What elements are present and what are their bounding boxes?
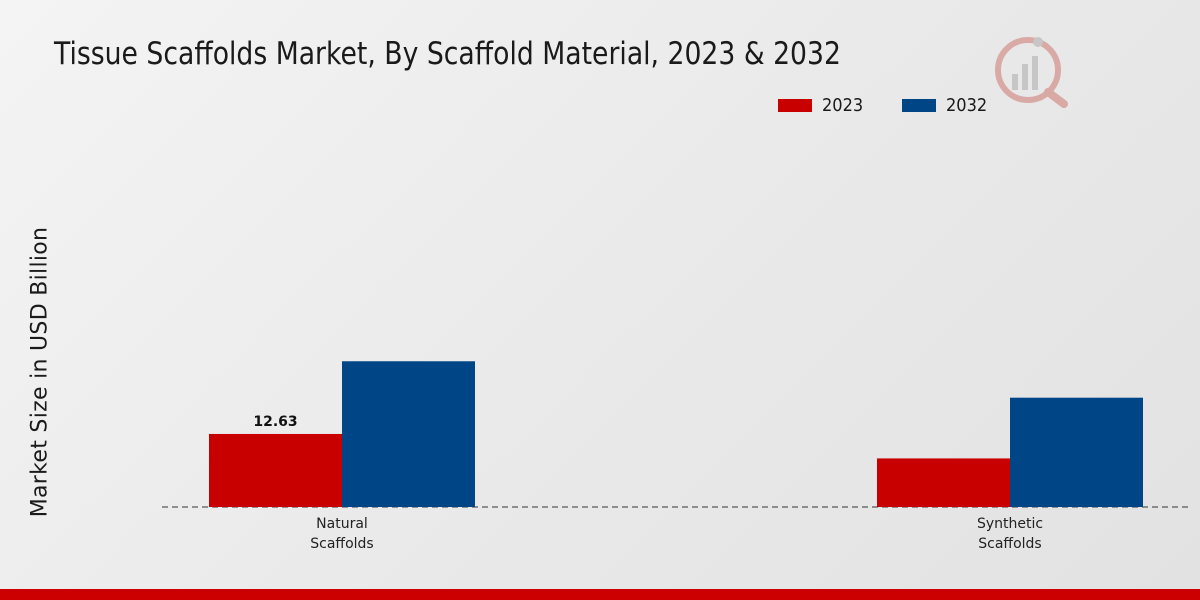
watermark-logo-icon	[995, 37, 1068, 108]
bar-2032-natural	[342, 361, 475, 507]
x-tick-label-natural-0: Natural	[316, 516, 368, 532]
bars-group	[209, 361, 1143, 507]
legend-swatch-2023	[778, 99, 812, 112]
data-label-2023-natural: 12.63	[253, 414, 297, 430]
bar-2032-synthetic	[1010, 397, 1143, 507]
legend-item-2023: 2023	[778, 95, 868, 116]
legend-label-2032: 2032	[945, 95, 988, 116]
bar-2023-synthetic	[877, 458, 1010, 507]
x-tick-label-synthetic-0: Synthetic	[977, 516, 1043, 532]
chart-title: Tissue Scaffolds Market, By Scaffold Mat…	[54, 36, 841, 72]
legend-label-2023: 2023	[822, 95, 864, 116]
x-tick-label-natural-1: Scaffolds	[310, 536, 373, 552]
bar-2023-natural	[209, 433, 342, 507]
legend: 2023 2032	[778, 95, 1026, 116]
labels-group: 12.63 Natural Scaffolds Synthetic Scaffolds	[253, 414, 1043, 552]
x-tick-label-synthetic-1: Scaffolds	[978, 536, 1041, 552]
footer-bar	[0, 589, 1200, 600]
legend-item-2032: 2032	[901, 95, 992, 116]
legend-swatch-2032	[901, 99, 936, 112]
